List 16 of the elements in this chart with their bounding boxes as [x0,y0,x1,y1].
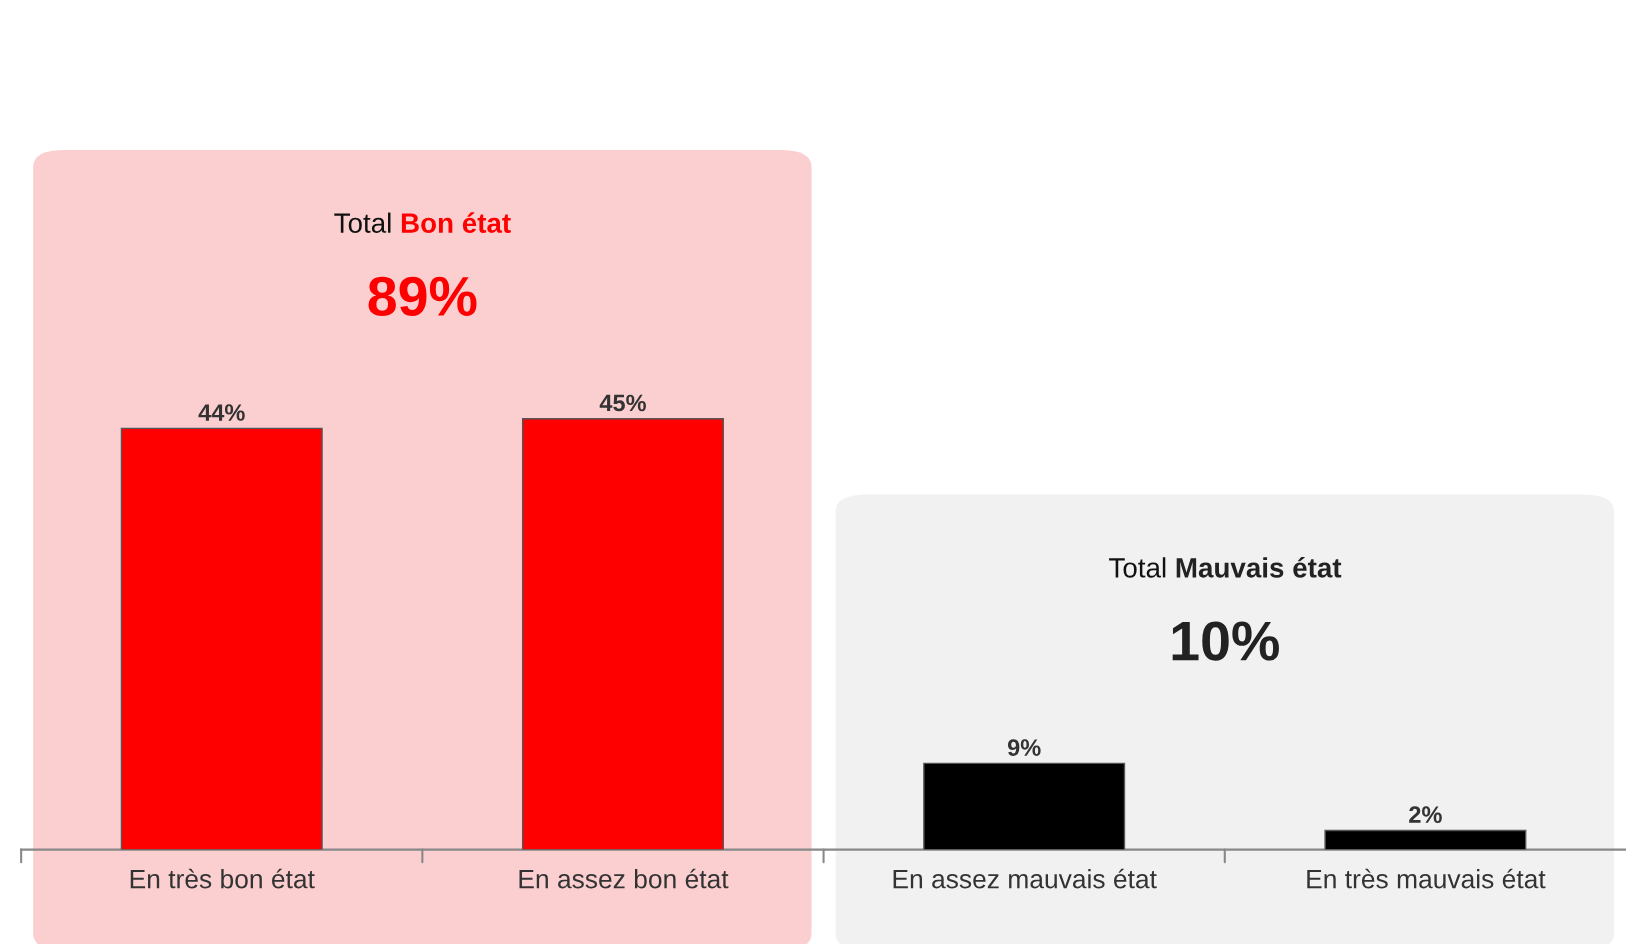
data-label: 45% [599,394,646,412]
x-tick-label: En assez mauvais état [893,868,1157,889]
bar [521,418,724,850]
text: 89% [368,276,477,317]
data-label: 9% [1007,739,1041,756]
x-tick-label: En assez bon état [519,868,729,889]
x-tick-label: En très bon état [130,868,315,889]
band-label: Total Bon état [334,212,511,233]
data-label: 2% [1409,806,1442,823]
bar [120,427,323,850]
annotation: 10% [1172,621,1279,661]
bar [923,762,1126,850]
band-label: Total Mauvais état [1109,557,1342,578]
data-label: 44% [198,404,245,421]
bar [1324,829,1527,850]
x-tick-label: En très mauvais état [1307,868,1546,889]
